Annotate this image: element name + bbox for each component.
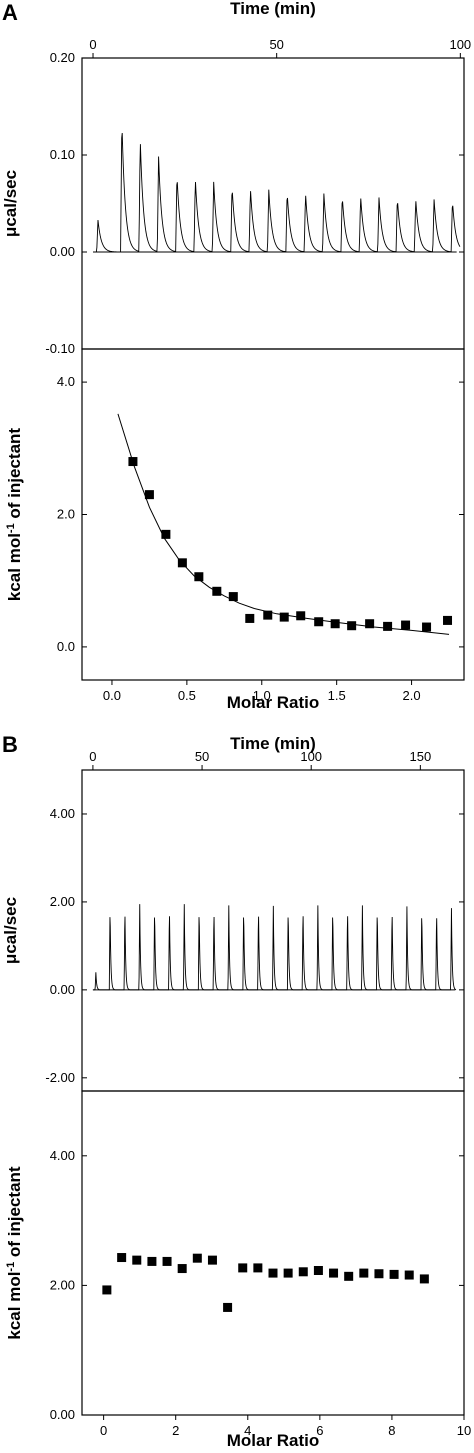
y-tick-label: 2.0 (57, 507, 75, 522)
data-point (330, 619, 340, 629)
y-tick-label: 2.00 (50, 894, 75, 909)
data-point (268, 1268, 278, 1278)
y-axis-title: kcal mol-1 of injectant (5, 428, 24, 602)
data-point (102, 1285, 112, 1295)
y-tick-label: 0.00 (50, 982, 75, 997)
panel-a-integrated-heat-plot: 0.0 2.0 4.0 kcal mol-1 of injectant 0.0 0.5 1.… (5, 348, 465, 712)
data-point (194, 572, 204, 582)
data-point (207, 1255, 217, 1265)
raw-heat-trace (92, 904, 457, 991)
x-axis-title: Molar Ratio (227, 1431, 320, 1450)
data-point (283, 1268, 293, 1278)
raw-heat-trace (93, 133, 461, 253)
data-point (443, 615, 453, 625)
x-tick-label: 1.0 (253, 688, 271, 703)
data-point (212, 586, 222, 596)
data-point (383, 621, 393, 631)
x-tick-label: 0.5 (178, 688, 196, 703)
panel-b-raw-heat-plot: -2.00 0.00 2.00 4.00 μcal/sec 0 50 100 150 Time (… (1, 734, 465, 1092)
data-point (177, 558, 187, 568)
data-point (374, 1269, 384, 1279)
x-tick-label: 8 (388, 1423, 395, 1438)
y-tick-label: 0.20 (50, 50, 75, 65)
x-tick-label: 4 (244, 1423, 251, 1438)
fit-curve (117, 413, 450, 635)
data-point (298, 1267, 308, 1277)
x-tick-label: 6 (316, 1423, 323, 1438)
x-tick-label: 0 (100, 1423, 107, 1438)
data-point (228, 592, 238, 602)
x-tick-label: 100 (449, 37, 471, 52)
data-point (359, 1268, 369, 1278)
data-point (419, 1274, 429, 1284)
data-point (128, 457, 138, 467)
y-axis-title: μcal/sec (1, 897, 20, 964)
y-tick-label: 0.10 (50, 147, 75, 162)
panel-a-raw-heat-plot: -0.10 0.00 0.10 0.20 μcal/sec 0 50 100 Time (min… (1, 0, 471, 356)
data-point (263, 610, 273, 620)
x-tick-label: 2 (172, 1423, 179, 1438)
panel-b-integrated-heat-plot: 0.00 2.00 4.00 kcal mol-1 of injectant 0 2 4 6 8… (5, 1090, 471, 1450)
y-tick-label: 0.00 (50, 244, 75, 259)
data-point (314, 617, 324, 627)
x-tick-label: 50 (195, 749, 209, 764)
x-tick-label: 0 (89, 37, 96, 52)
x-axis-title: Molar Ratio (227, 693, 320, 712)
data-point (144, 490, 154, 500)
data-point (401, 620, 411, 630)
data-point (223, 1302, 233, 1312)
data-point (245, 613, 255, 623)
y-tick-label: 0.00 (50, 1407, 75, 1422)
data-point (389, 1269, 399, 1279)
y-tick-label: 2.00 (50, 1277, 75, 1292)
data-point (117, 1253, 127, 1263)
panel-letter-a: A (2, 0, 18, 25)
data-point (132, 1255, 142, 1265)
data-point (422, 622, 432, 632)
data-point (347, 621, 357, 631)
data-point (296, 611, 306, 621)
data-point (177, 1264, 187, 1274)
y-tick-label: -2.00 (45, 1070, 75, 1085)
data-point (147, 1256, 157, 1266)
data-point (279, 612, 289, 622)
x-axis-title: Time (min) (230, 734, 316, 753)
y-tick-label: 4.00 (50, 1148, 75, 1163)
y-tick-label: 4.0 (57, 374, 75, 389)
data-point (344, 1271, 354, 1281)
data-point (253, 1263, 263, 1273)
data-point (192, 1253, 202, 1263)
y-tick-label: -0.10 (45, 341, 75, 356)
x-tick-label: 1.5 (328, 688, 346, 703)
x-tick-label: 2.0 (403, 688, 421, 703)
data-point (313, 1265, 323, 1275)
data-point (404, 1270, 414, 1280)
y-axis-title: kcal mol-1 of injectant (5, 1166, 24, 1340)
x-tick-label: 150 (409, 749, 431, 764)
x-axis-title: Time (min) (230, 0, 316, 18)
plot-frame (81, 1090, 465, 1416)
data-point (365, 619, 375, 629)
x-tick-label: 0.0 (103, 688, 121, 703)
x-tick-label: 50 (269, 37, 283, 52)
x-tick-label: 0 (89, 749, 96, 764)
data-point (161, 529, 171, 539)
data-point (329, 1268, 339, 1278)
x-tick-label: 100 (300, 749, 322, 764)
y-tick-label: 0.0 (57, 639, 75, 654)
panel-letter-b: B (2, 732, 18, 757)
data-point (238, 1263, 248, 1273)
y-axis-title: μcal/sec (1, 170, 20, 237)
y-tick-label: 4.00 (50, 806, 75, 821)
data-point (162, 1256, 172, 1266)
x-tick-label: 10 (457, 1423, 471, 1438)
